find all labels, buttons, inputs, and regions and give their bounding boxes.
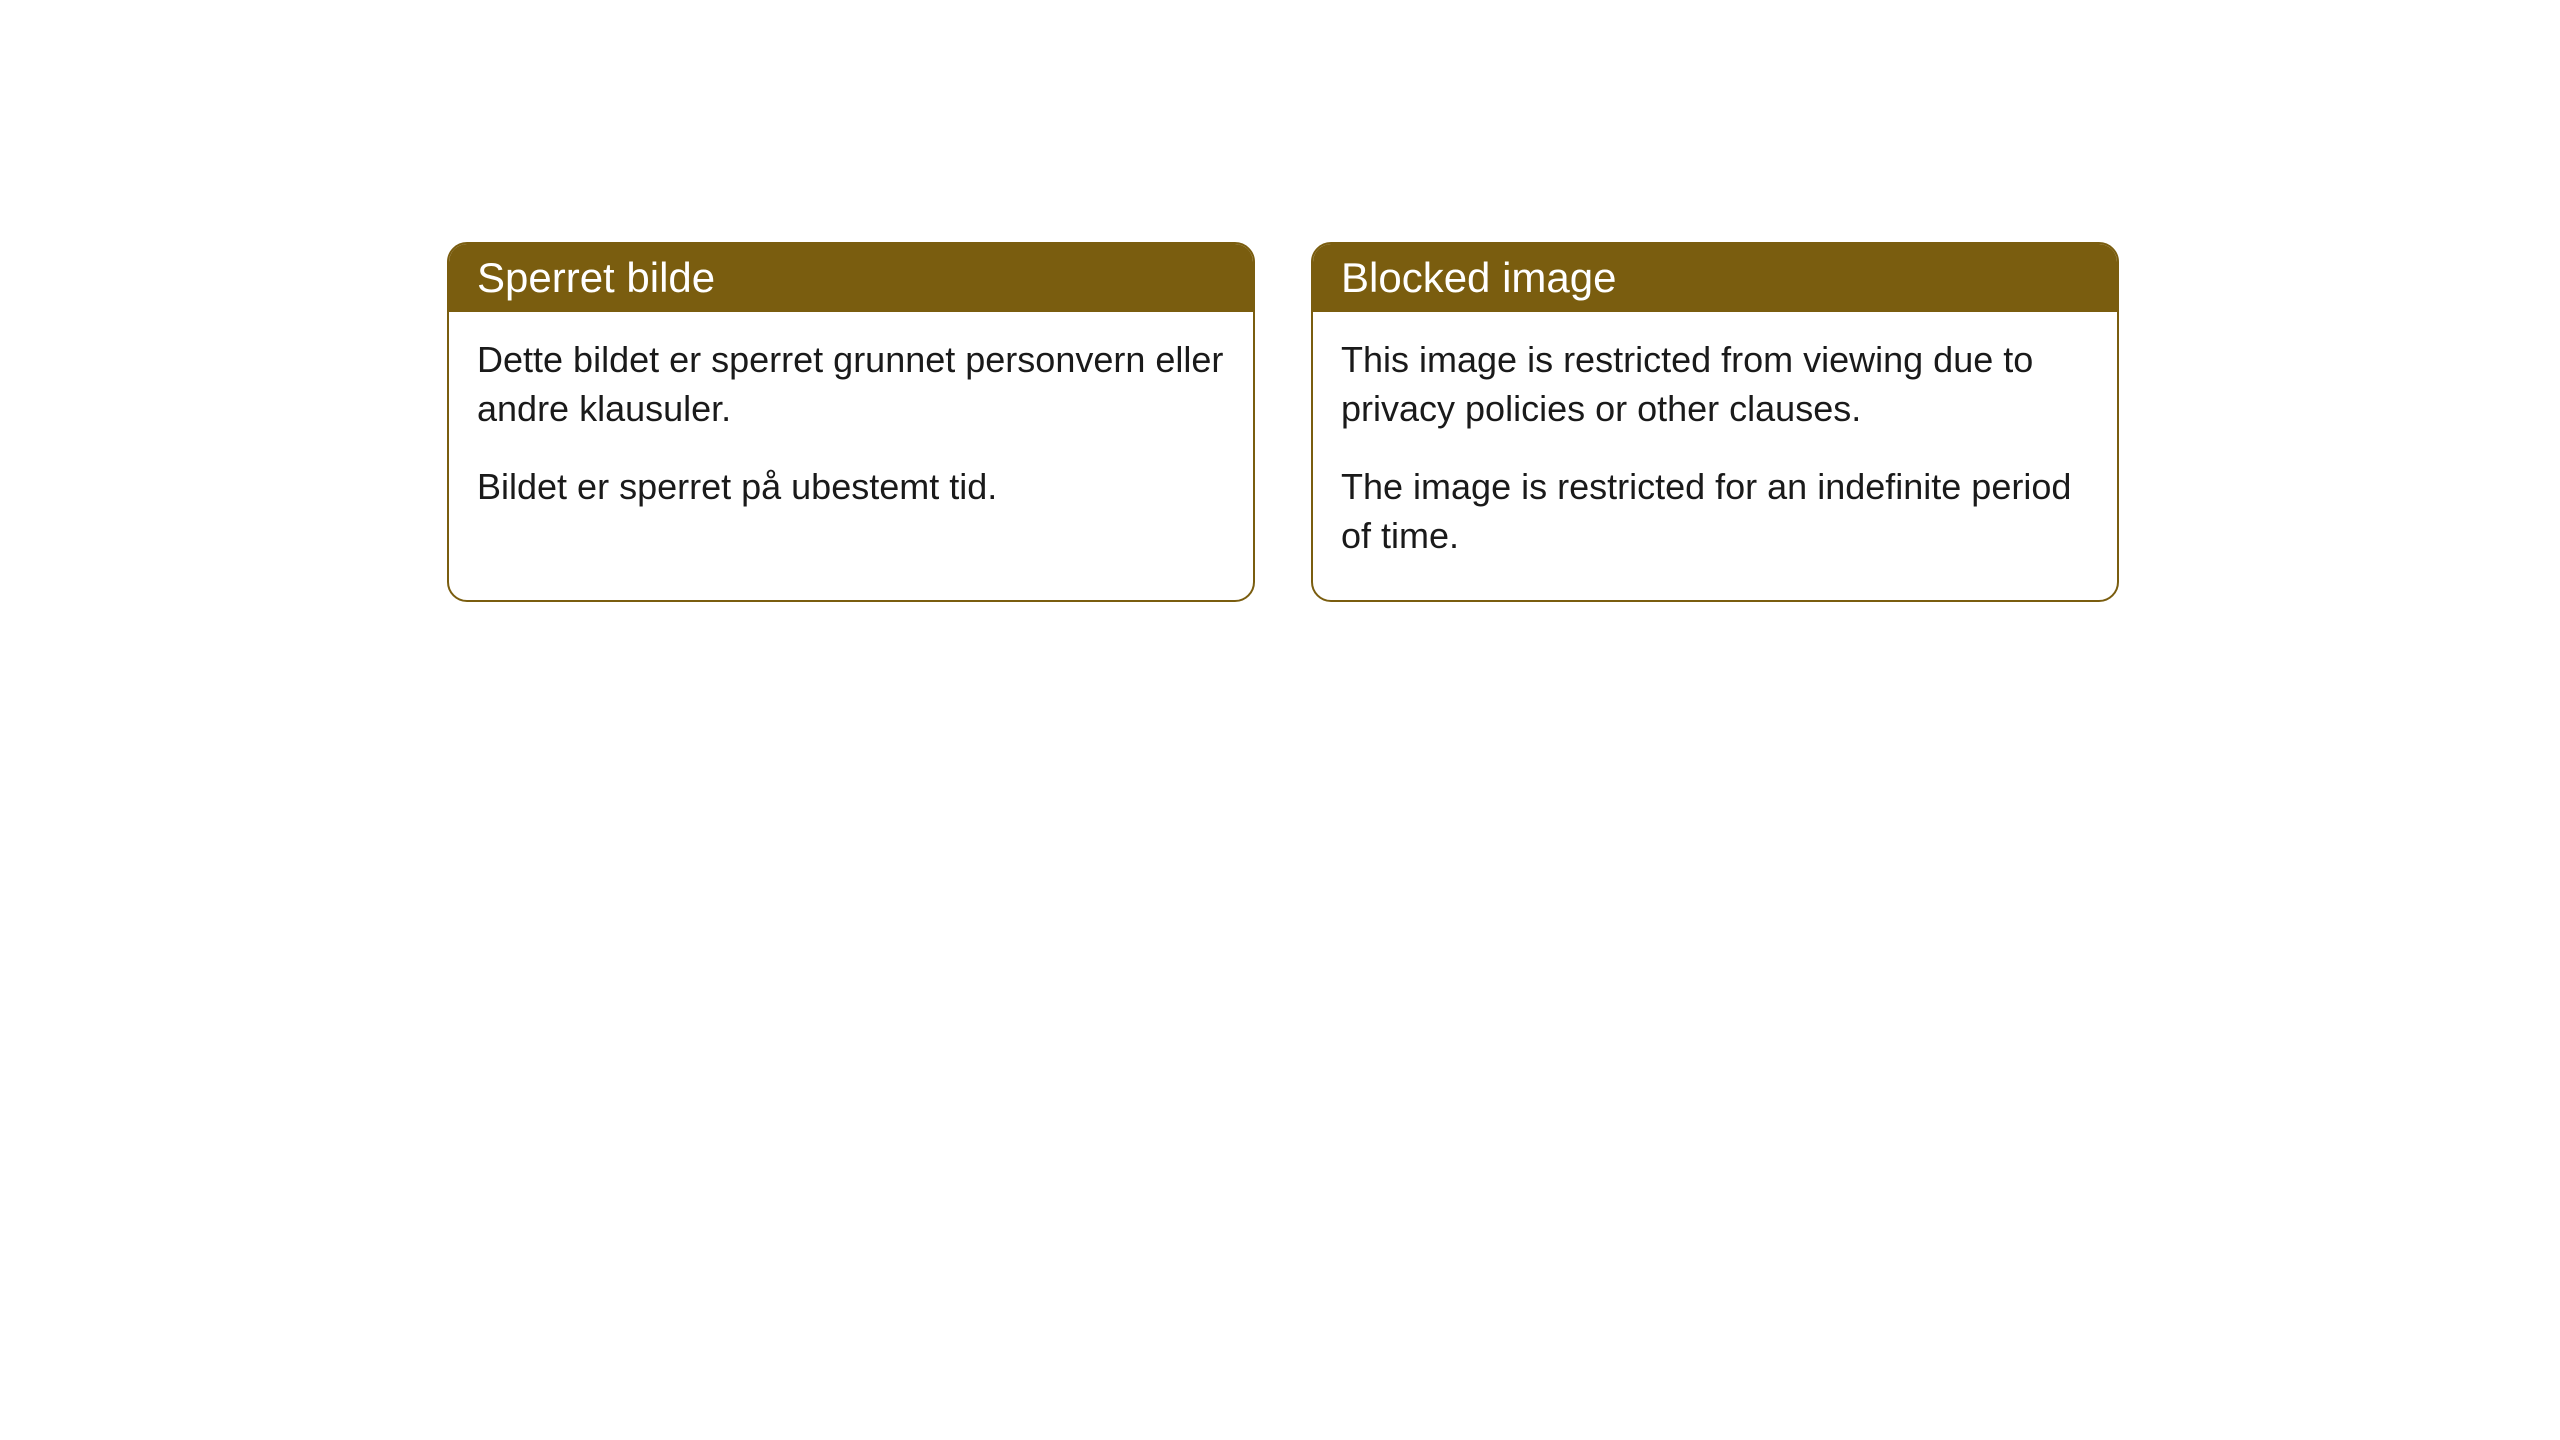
card-body: This image is restricted from viewing du… xyxy=(1313,312,2117,600)
card-paragraph: Bildet er sperret på ubestemt tid. xyxy=(477,463,1225,512)
card-title: Sperret bilde xyxy=(449,244,1253,312)
notice-container: Sperret bilde Dette bildet er sperret gr… xyxy=(447,242,2119,602)
card-paragraph: This image is restricted from viewing du… xyxy=(1341,336,2089,433)
card-body: Dette bildet er sperret grunnet personve… xyxy=(449,312,1253,552)
card-title: Blocked image xyxy=(1313,244,2117,312)
notice-card-norwegian: Sperret bilde Dette bildet er sperret gr… xyxy=(447,242,1255,602)
notice-card-english: Blocked image This image is restricted f… xyxy=(1311,242,2119,602)
card-paragraph: The image is restricted for an indefinit… xyxy=(1341,463,2089,560)
card-paragraph: Dette bildet er sperret grunnet personve… xyxy=(477,336,1225,433)
